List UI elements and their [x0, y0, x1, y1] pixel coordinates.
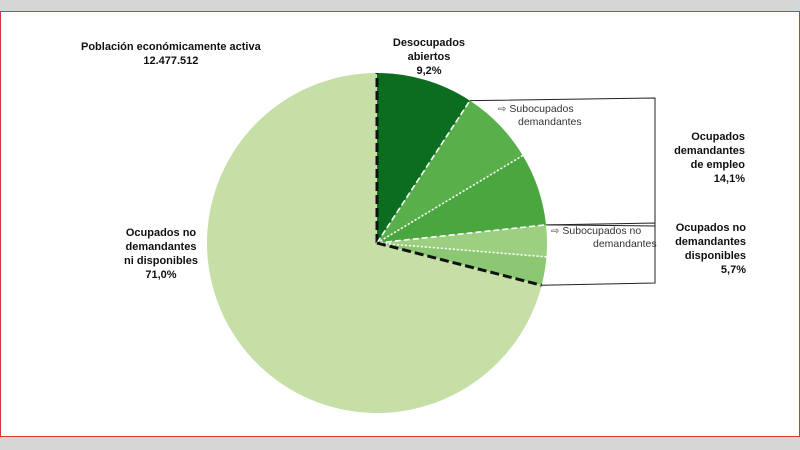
- label-line: ni disponibles: [124, 255, 198, 267]
- label-line: ⇨ Subocupados no: [551, 225, 642, 237]
- pie-slice: [377, 155, 547, 243]
- chart-title-text: Población económicamente activa: [81, 41, 261, 53]
- label-line: de empleo: [690, 159, 745, 171]
- label-line: Ocupados: [691, 131, 745, 143]
- label-percent: 5,7%: [720, 264, 746, 276]
- label-line: Ocupados no: [125, 227, 197, 239]
- pie-slice: [377, 224, 547, 257]
- pie-slice: [377, 100, 523, 244]
- bracket-ocupados-demandantes-empleo: [469, 97, 656, 227]
- label-desocupados-abiertos: Desocupados abiertos 9,2%: [379, 36, 479, 78]
- label-line: disponibles: [684, 250, 746, 262]
- slice-separator: [376, 241, 543, 287]
- label-line: Desocupados: [392, 37, 466, 49]
- label-subocupados-demandantes: ⇨ Subocupados demandantes: [498, 103, 582, 129]
- slice-separator: [376, 100, 471, 244]
- slice-separator: [376, 224, 547, 244]
- label-line: demandantes: [125, 241, 197, 253]
- label-percent: 9,2%: [416, 65, 442, 77]
- label-ocupados-no-demandantes-disponibles: Ocupados no demandantes disponibles 5,7%: [656, 221, 746, 277]
- label-percent: 14,1%: [713, 173, 745, 185]
- slice-separator: [376, 242, 547, 258]
- label-line: demandantes: [674, 145, 745, 157]
- label-line: ⇨ Subocupados: [498, 103, 574, 115]
- arrow-right-icon: ⇨: [498, 104, 507, 115]
- pie-chart: [207, 73, 656, 413]
- chart-title: Población económicamente activa 12.477.5…: [81, 40, 261, 68]
- label-percent: 71,0%: [145, 269, 177, 281]
- arrow-right-icon: ⇨: [551, 226, 560, 237]
- chart-panel: Población económicamente activa 12.477.5…: [0, 11, 800, 437]
- label-line: Ocupados no: [675, 222, 746, 234]
- label-line: demandantes: [675, 236, 746, 248]
- bracket-ocupados-no-demandantes-disponibles: [541, 222, 656, 286]
- slice-separator: [376, 154, 524, 244]
- chart-total: 12.477.512: [143, 55, 199, 67]
- pie-slice: [207, 73, 542, 413]
- label-subocupados-no-demandantes: ⇨ Subocupados no demandantes: [551, 225, 657, 251]
- label-line: abiertos: [407, 51, 451, 63]
- label-line: demandantes: [518, 116, 582, 128]
- label-line: demandantes: [593, 238, 657, 250]
- label-ocupados-demandantes-empleo: Ocupados demandantes de empleo 14,1%: [661, 130, 745, 186]
- label-ocupados-no-demandantes-ni-disponibles: Ocupados no demandantes ni disponibles 7…: [106, 226, 216, 282]
- pie-slice: [377, 73, 470, 243]
